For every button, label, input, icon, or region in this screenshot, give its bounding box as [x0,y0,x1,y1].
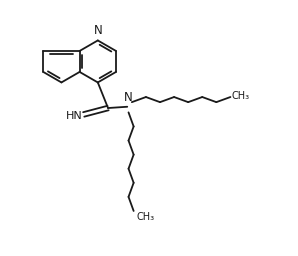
Text: N: N [123,91,132,104]
Text: HN: HN [66,111,83,121]
Text: CH₃: CH₃ [232,91,250,101]
Text: CH₃: CH₃ [136,212,154,222]
Text: N: N [94,24,103,37]
